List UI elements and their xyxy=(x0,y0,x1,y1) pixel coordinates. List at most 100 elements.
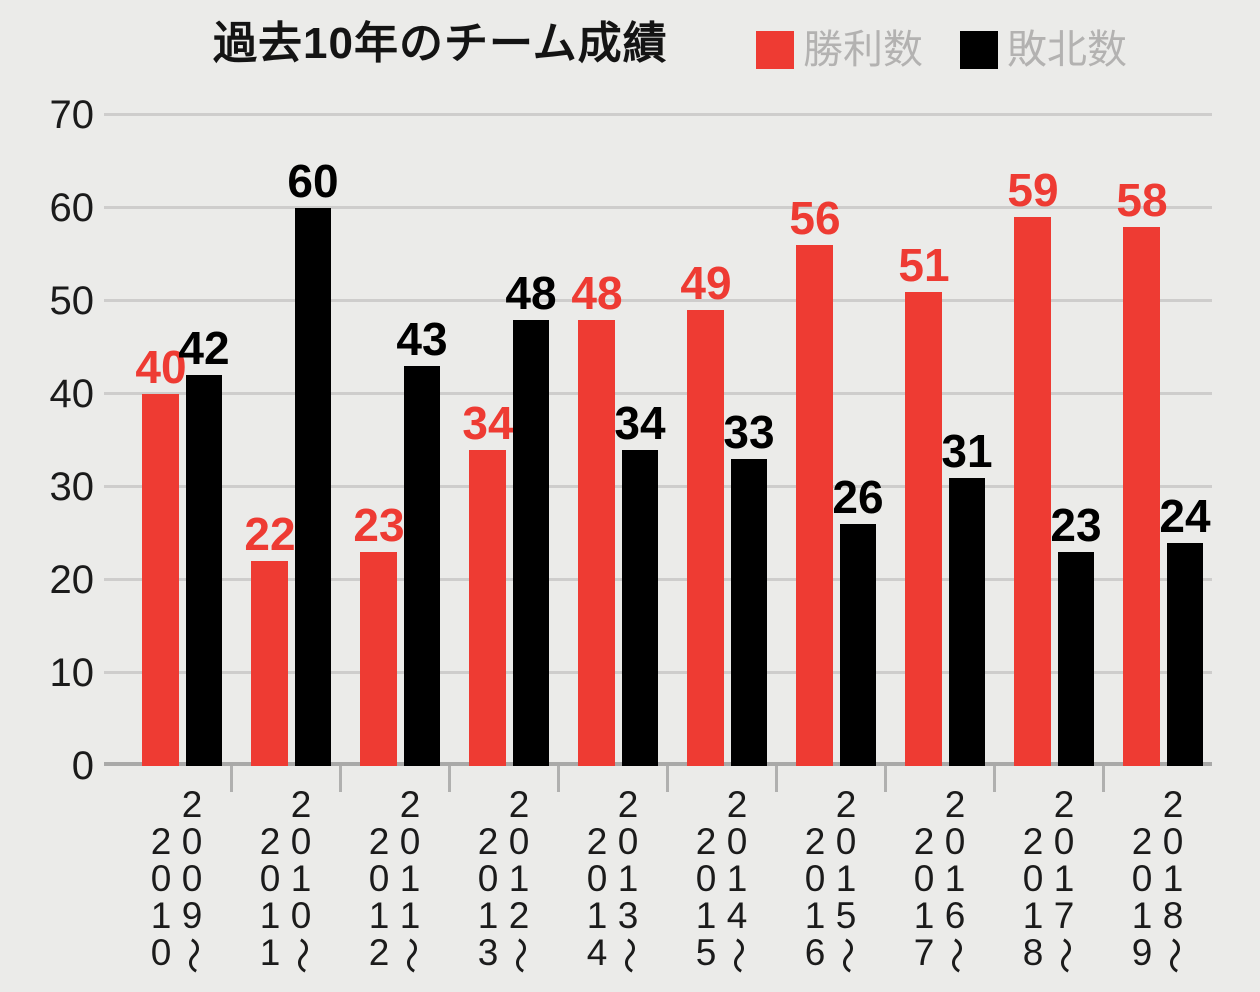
legend-swatch-losses-icon xyxy=(960,31,998,69)
x-axis-tick xyxy=(884,766,887,792)
grid-line xyxy=(104,299,1212,302)
x-axis-label-char: 2 xyxy=(1053,784,1075,825)
x-axis-label-char: 1 xyxy=(586,895,608,936)
x-axis-label-char: 2 xyxy=(259,821,281,862)
x-axis-label-char: 6 xyxy=(944,895,966,936)
x-axis-label-char: 1 xyxy=(477,895,499,936)
x-axis-label-char: 2 xyxy=(695,821,717,862)
x-axis-label-char: 2 xyxy=(150,821,172,862)
x-axis-tick xyxy=(993,766,996,792)
x-axis-label-column: 2 0 1 2 〜 xyxy=(498,784,540,974)
x-axis-label-char: 0 xyxy=(259,858,281,899)
win-bar xyxy=(469,450,506,766)
win-value-label: 40 xyxy=(135,341,187,393)
x-axis-label-char: 0 xyxy=(1022,858,1044,899)
x-axis-label-char: 2 xyxy=(290,784,312,825)
x-axis-label: 2 0 1 1 2 0 1 0 〜 xyxy=(231,784,340,974)
wave-dash-char: 〜 xyxy=(825,937,867,974)
grid-line xyxy=(104,578,1212,581)
y-axis-label: 20 xyxy=(49,558,95,602)
x-axis-label-char: 1 xyxy=(508,858,530,899)
win-bar xyxy=(360,552,397,766)
wave-dash-char: 〜 xyxy=(389,937,431,974)
x-axis-label-char: 0 xyxy=(586,858,608,899)
x-axis-label-char: 2 xyxy=(835,784,857,825)
x-axis-baseline xyxy=(104,762,1212,766)
x-axis-label-column: 2 0 1 7 〜 xyxy=(1044,784,1085,974)
x-axis-label-char: 1 xyxy=(1022,895,1044,936)
win-value-label: 22 xyxy=(244,508,296,560)
loss-value-label: 31 xyxy=(941,425,993,477)
legend-label-wins: 勝利数 xyxy=(803,28,923,72)
wave-dash-char: 〜 xyxy=(498,937,540,974)
loss-bar xyxy=(1058,552,1094,766)
wave-dash-char: 〜 xyxy=(716,937,758,974)
x-axis-label-column: 2 0 1 3 〜 xyxy=(608,786,649,974)
loss-value-label: 24 xyxy=(1159,490,1211,542)
x-axis-label-char: 4 xyxy=(726,895,748,936)
loss-value-label: 60 xyxy=(287,155,339,207)
x-axis-label-char: 0 xyxy=(399,821,421,862)
x-axis-tick xyxy=(230,766,233,792)
loss-value-label: 23 xyxy=(1050,499,1102,551)
x-axis-label-char: 1 xyxy=(913,895,935,936)
x-axis-label-char: 2 xyxy=(1162,784,1184,825)
x-axis-label-char: 2 xyxy=(1022,821,1044,862)
loss-value-label: 34 xyxy=(614,397,666,449)
y-axis-label: 10 xyxy=(49,651,95,695)
legend-swatch-wins-icon xyxy=(756,31,794,69)
x-axis-label-char: 0 xyxy=(695,858,717,899)
x-axis-label: 2 0 1 0 2 0 0 9 〜 xyxy=(122,786,231,974)
legend-label-losses: 敗北数 xyxy=(1007,28,1127,72)
grid-line xyxy=(104,392,1212,395)
x-axis-tick xyxy=(775,766,778,792)
loss-value-label: 43 xyxy=(396,313,448,365)
win-bar xyxy=(687,310,724,766)
x-axis-label-char: 0 xyxy=(835,821,857,862)
grid-line xyxy=(104,485,1212,488)
loss-bar xyxy=(186,375,222,766)
win-value-label: 34 xyxy=(462,397,514,449)
x-axis-label-char: 2 xyxy=(944,784,966,825)
x-axis-label-char: 0 xyxy=(290,895,312,936)
loss-bar xyxy=(949,478,985,766)
x-axis-label-char: 0 xyxy=(181,821,203,862)
x-axis-label-char: 9 xyxy=(1131,932,1153,973)
x-axis-label-column: 2 0 0 9 〜 xyxy=(172,786,213,974)
x-axis-label-char: 1 xyxy=(804,895,826,936)
loss-bar xyxy=(1167,543,1203,766)
x-axis-label-char: 5 xyxy=(695,932,717,973)
win-value-label: 48 xyxy=(571,267,623,319)
x-axis-label-char: 6 xyxy=(804,932,826,973)
win-bar xyxy=(578,320,615,766)
x-axis-label-column: 2 0 1 1 〜 xyxy=(389,786,431,974)
wave-dash-char: 〜 xyxy=(1152,937,1194,974)
x-axis-label-char: 7 xyxy=(913,932,935,973)
x-axis-label-char: 2 xyxy=(508,784,530,825)
x-axis-label: 2 0 1 8 2 0 1 7 〜 xyxy=(994,784,1103,974)
loss-bar xyxy=(622,450,658,766)
win-bar xyxy=(142,394,179,766)
loss-bar xyxy=(731,459,767,766)
y-axis-label: 70 xyxy=(49,93,95,137)
loss-value-label: 42 xyxy=(178,322,230,374)
x-axis-label-char: 1 xyxy=(1053,858,1075,899)
x-axis-label-char: 0 xyxy=(508,821,530,862)
x-axis-label-char: 0 xyxy=(1131,858,1153,899)
x-axis-label-column: 2 0 1 5 〜 xyxy=(825,784,867,974)
x-axis-label-char: 1 xyxy=(1162,858,1184,899)
x-axis-label-char: 3 xyxy=(617,895,639,936)
win-bar xyxy=(796,245,833,766)
x-axis-label-char: 0 xyxy=(368,858,390,899)
x-axis-label-char: 2 xyxy=(508,895,530,936)
win-bar xyxy=(1123,227,1160,766)
x-axis-label-char: 7 xyxy=(1053,895,1075,936)
win-value-label: 56 xyxy=(789,192,841,244)
